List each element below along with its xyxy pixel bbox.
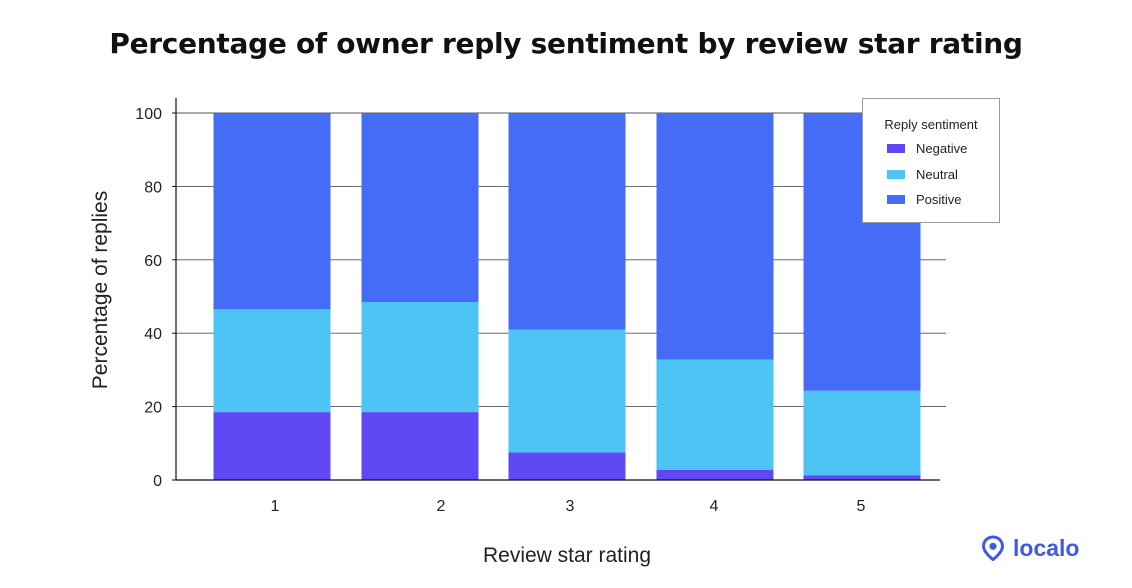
legend-item-negative: Negative [887, 140, 967, 156]
tick-labels: 0 20 40 60 80 100 1 2 3 4 5 [135, 106, 865, 515]
bar-neutral-2 [361, 302, 479, 413]
bar-negative-5 [803, 475, 921, 480]
bar-positive-1 [213, 113, 331, 310]
bar-neutral-4 [656, 359, 774, 470]
x-tick-label-2: 2 [437, 498, 446, 515]
bar-positive-3 [508, 113, 626, 330]
y-tick-label-40: 40 [144, 326, 162, 343]
legend-label-neutral: Neutral [916, 166, 958, 182]
x-tick-label-3: 3 [566, 498, 575, 515]
bar-negative-4 [656, 469, 774, 480]
y-axis-title: Percentage of replies [89, 191, 112, 389]
bar-negative-1 [213, 412, 331, 480]
bar-neutral-5 [803, 390, 921, 476]
bar-neutral-3 [508, 329, 626, 453]
y-tick-label-20: 20 [144, 400, 162, 417]
brand-name: localo [1013, 534, 1080, 561]
chart-title: Percentage of owner reply sentiment by r… [109, 27, 1023, 60]
legend-item-positive: Positive [887, 191, 962, 207]
bar-positive-4 [656, 113, 774, 360]
bar-negative-3 [508, 452, 626, 480]
y-tick-label-60: 60 [144, 253, 162, 270]
x-tick-label-5: 5 [857, 498, 866, 515]
bar-positive-2 [361, 113, 479, 303]
legend-label-positive: Positive [916, 191, 962, 207]
bar-neutral-1 [213, 309, 331, 413]
y-tick-label-100: 100 [135, 106, 162, 123]
y-tick-label-80: 80 [144, 179, 162, 196]
legend-swatch-positive [887, 194, 905, 204]
legend-swatch-neutral [887, 169, 905, 179]
legend: Reply sentiment Negative Neutral Positiv… [862, 98, 1000, 223]
legend-swatch-negative [887, 143, 905, 153]
location-pin-icon [981, 535, 1005, 561]
axes [175, 98, 940, 481]
legend-title: Reply sentiment [884, 117, 978, 132]
bars [213, 113, 921, 480]
x-tick-label-4: 4 [710, 498, 719, 515]
x-axis-title: Review star rating [483, 544, 651, 567]
bar-negative-2 [361, 412, 479, 480]
legend-label-negative: Negative [916, 140, 968, 156]
x-tick-label-1: 1 [271, 498, 280, 515]
legend-item-neutral: Neutral [887, 166, 958, 182]
brand-logo: localo [980, 532, 1079, 564]
y-tick-label-0: 0 [153, 473, 162, 490]
